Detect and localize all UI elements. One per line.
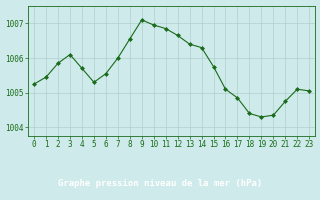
Text: Graphe pression niveau de la mer (hPa): Graphe pression niveau de la mer (hPa) — [58, 179, 262, 188]
